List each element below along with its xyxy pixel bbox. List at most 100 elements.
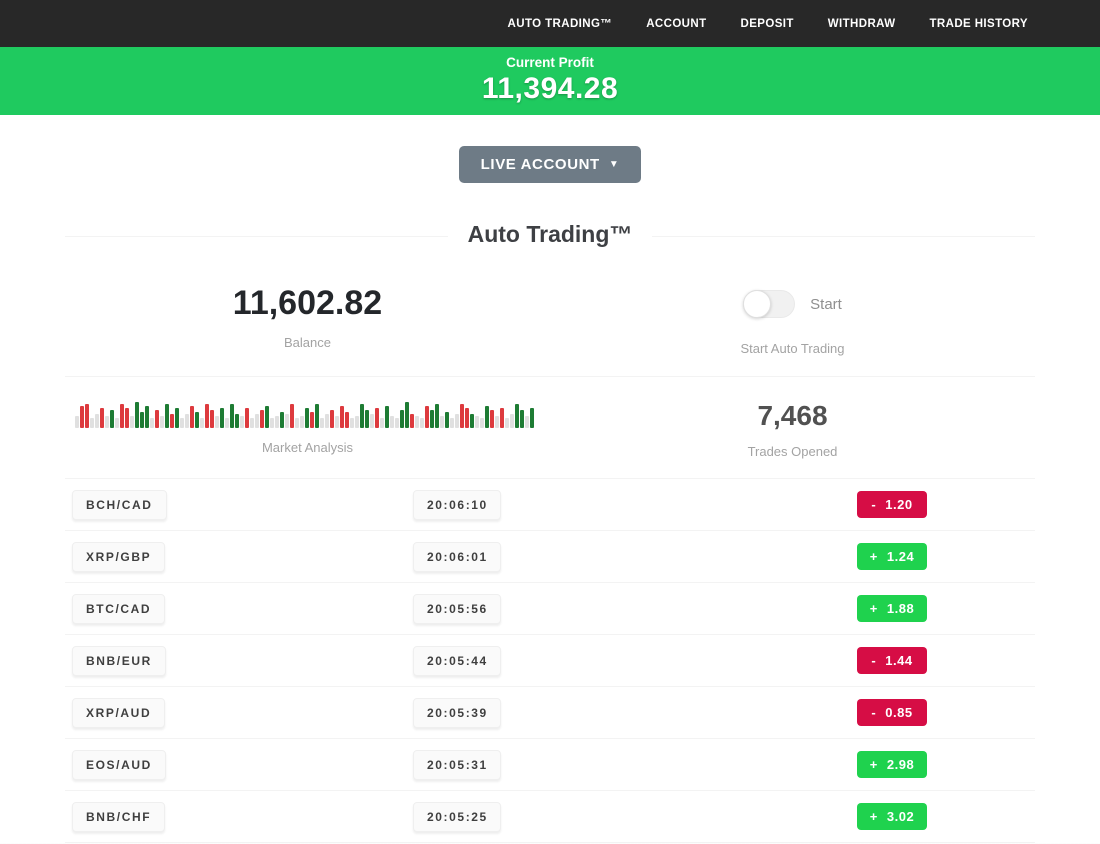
nav-item-auto-trading[interactable]: AUTO TRADING™	[507, 17, 613, 30]
time-badge: 20:05:31	[413, 749, 501, 780]
market-bar	[90, 418, 94, 428]
nav-item-trade-history[interactable]: TRADE HISTORY	[929, 17, 1028, 30]
market-bar	[105, 416, 109, 428]
market-bar	[255, 414, 259, 428]
amount: 2.98	[886, 757, 915, 772]
market-bar	[210, 410, 214, 428]
live-account-label: LIVE ACCOUNT	[480, 156, 600, 173]
trade-row: BNB/CHF 20:05:25 + 3.02	[65, 791, 1035, 843]
market-bar	[505, 418, 509, 428]
time-badge: 20:06:01	[413, 541, 501, 572]
market-bar	[75, 416, 79, 428]
toggle-knob[interactable]	[743, 290, 772, 318]
market-bar	[175, 408, 179, 428]
market-bar	[350, 418, 354, 428]
market-bar	[100, 408, 104, 428]
nav-item-deposit[interactable]: DEPOSIT	[740, 17, 794, 30]
trades-opened-label: Trades Opened	[747, 444, 838, 459]
market-bar	[200, 418, 204, 428]
sign: -	[871, 653, 877, 668]
pair-badge: BCH/CAD	[72, 489, 167, 520]
market-bar	[170, 414, 174, 428]
market-bar	[225, 418, 229, 428]
market-bar	[290, 404, 294, 428]
auto-trading-cell: Start Start Auto Trading	[550, 284, 1035, 356]
pair-badge: BTC/CAD	[72, 593, 166, 624]
market-analysis-chart	[65, 398, 550, 428]
market-bar	[325, 414, 329, 428]
market-bar	[445, 412, 449, 428]
market-bar	[355, 416, 359, 428]
market-bar	[375, 408, 379, 428]
market-bar	[300, 416, 304, 428]
market-bar	[140, 412, 144, 428]
market-bar	[380, 418, 384, 428]
market-bar	[470, 414, 474, 428]
amount: 1.44	[885, 653, 913, 668]
market-bar	[475, 416, 479, 428]
current-profit-label: Current Profit	[506, 55, 594, 70]
market-bar	[410, 414, 414, 428]
page-title: Auto Trading™	[447, 221, 653, 248]
amount: 1.20	[885, 497, 913, 512]
market-bar	[270, 418, 274, 428]
market-bar	[425, 406, 429, 428]
time-badge: 20:05:39	[413, 697, 501, 728]
sign: +	[869, 757, 878, 772]
pair-badge: XRP/AUD	[72, 697, 166, 728]
profit-loss-badge: - 1.44	[857, 647, 927, 674]
nav-item-account[interactable]: ACCOUNT	[646, 17, 707, 30]
live-account-button[interactable]: LIVE ACCOUNT ▼	[458, 146, 642, 183]
profit-loss-badge: + 2.98	[857, 751, 927, 778]
market-bar	[95, 414, 99, 428]
market-bar	[80, 406, 84, 428]
amount: 1.24	[886, 549, 915, 564]
sign: -	[871, 497, 877, 512]
market-bar	[85, 404, 89, 428]
market-bar	[365, 410, 369, 428]
market-bar	[180, 418, 184, 428]
market-bar	[430, 410, 434, 428]
market-bar	[400, 410, 404, 428]
market-bar	[245, 408, 249, 428]
market-bar	[165, 404, 169, 428]
market-bar	[125, 408, 129, 428]
trades-list: BCH/CAD 20:06:10 - 1.20 XRP/GBP 20:06:01…	[65, 479, 1035, 843]
trade-row: XRP/AUD 20:05:39 - 0.85	[65, 687, 1035, 739]
market-bar	[390, 416, 394, 428]
section-heading: Auto Trading™	[65, 221, 1035, 248]
pair-badge: BNB/EUR	[72, 645, 166, 676]
market-bar	[230, 404, 234, 428]
market-bar	[345, 412, 349, 428]
trade-row: BTC/CAD 20:05:56 + 1.88	[65, 583, 1035, 635]
market-bar	[195, 412, 199, 428]
pair-badge: EOS/AUD	[72, 749, 166, 780]
market-bar	[450, 418, 454, 428]
stats-panel: 11,602.82 Balance Start Start Auto Tradi…	[65, 248, 1035, 479]
time-badge: 20:06:10	[413, 489, 501, 520]
market-bar	[520, 410, 524, 428]
account-selector-row: LIVE ACCOUNT ▼	[0, 146, 1100, 183]
current-profit-value: 11,394.28	[481, 72, 619, 105]
time-badge: 20:05:56	[413, 593, 501, 624]
nav-item-withdraw[interactable]: WITHDRAW	[827, 17, 896, 30]
market-bar	[440, 416, 444, 428]
market-analysis-cell: Market Analysis	[65, 398, 550, 459]
trade-row: BCH/CAD 20:06:10 - 1.20	[65, 479, 1035, 531]
trade-row: XRP/GBP 20:06:01 + 1.24	[65, 531, 1035, 583]
sign: +	[869, 549, 878, 564]
market-bar	[220, 408, 224, 428]
amount: 0.85	[885, 705, 913, 720]
auto-trading-toggle[interactable]	[743, 290, 796, 318]
market-bar	[465, 408, 469, 428]
profit-loss-badge: - 0.85	[857, 699, 927, 726]
market-bar	[145, 406, 149, 428]
market-bar	[415, 416, 419, 428]
market-bar	[250, 418, 254, 428]
market-bar	[260, 410, 264, 428]
market-bar	[525, 416, 529, 428]
market-bar	[135, 402, 139, 428]
market-bar	[155, 410, 159, 428]
chevron-down-icon: ▼	[608, 158, 620, 170]
market-bar	[235, 414, 239, 428]
